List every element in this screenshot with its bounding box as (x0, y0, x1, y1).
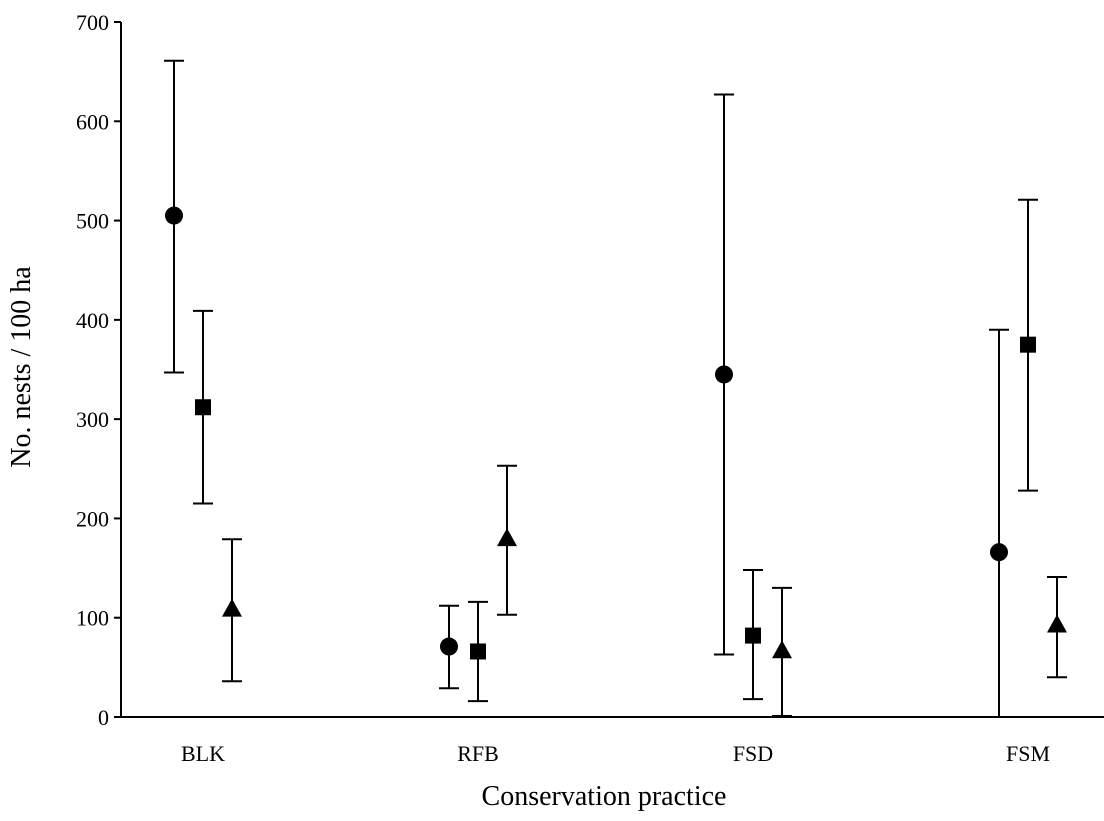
x-category-label: FSD (733, 741, 773, 766)
series-square (193, 198, 1038, 703)
y-tick-label: 500 (76, 209, 109, 234)
data-point-circle (165, 206, 183, 225)
data-marks (164, 59, 1067, 718)
plot-area: 0 100 200 300 400 500 600 700 BLK RFB FSD FSM (76, 10, 1104, 766)
data-point-circle (715, 365, 733, 384)
series-triangle (222, 464, 1067, 718)
y-tick-label: 100 (76, 606, 109, 631)
series-circle (164, 59, 1009, 718)
data-point-triangle (772, 640, 792, 659)
data-point-circle (440, 637, 458, 656)
x-axis-category-labels: BLK RFB FSD FSM (181, 741, 1050, 766)
data-point-square (745, 627, 761, 644)
y-tick-label: 400 (76, 308, 109, 333)
y-tick-label: 700 (76, 10, 109, 35)
data-point-triangle (497, 528, 517, 547)
y-tick-label: 300 (76, 407, 109, 432)
x-axis-title: Conservation practice (482, 781, 727, 812)
y-tick-label: 200 (76, 506, 109, 531)
y-axis-title: No. nests / 100 ha (6, 266, 37, 468)
data-point-triangle (1047, 614, 1067, 633)
data-point-triangle (222, 598, 242, 617)
data-point-square (1020, 336, 1036, 353)
data-point-square (470, 643, 486, 660)
x-category-label: FSM (1006, 741, 1050, 766)
data-point-square (195, 399, 211, 416)
y-axis-ticks: 0 100 200 300 400 500 600 700 (76, 10, 121, 730)
data-point-circle (990, 543, 1008, 562)
y-tick-label: 0 (98, 705, 109, 730)
x-category-label: RFB (457, 741, 499, 766)
x-category-label: BLK (181, 741, 225, 766)
y-tick-label: 600 (76, 109, 109, 134)
